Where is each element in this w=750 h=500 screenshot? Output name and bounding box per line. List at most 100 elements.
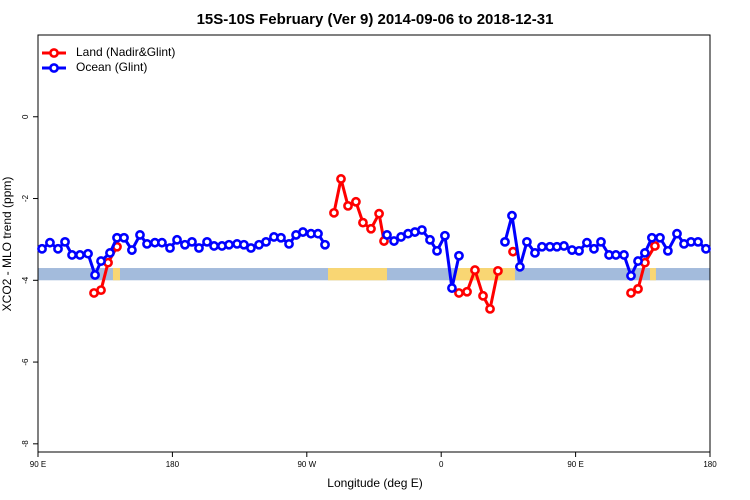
land-band bbox=[112, 268, 120, 281]
series-point bbox=[67, 250, 77, 260]
series-point bbox=[647, 232, 657, 243]
series-point bbox=[261, 236, 271, 247]
series-point bbox=[619, 250, 629, 260]
series-point bbox=[96, 256, 106, 266]
series-point bbox=[194, 243, 204, 253]
series-point bbox=[374, 208, 384, 219]
series-point bbox=[633, 256, 643, 266]
series-point bbox=[639, 248, 650, 258]
y-tick-label: -4 bbox=[21, 276, 30, 284]
x-tick-label: 90 E bbox=[30, 460, 46, 469]
series-point bbox=[298, 227, 308, 237]
series-point bbox=[246, 243, 256, 253]
series-point bbox=[45, 237, 55, 248]
series-point bbox=[165, 243, 175, 253]
series-point bbox=[559, 241, 569, 251]
series-point bbox=[417, 225, 427, 235]
x-tick-label: 90 W bbox=[297, 460, 316, 469]
series-point bbox=[537, 241, 547, 252]
series-point bbox=[329, 207, 339, 218]
series-point bbox=[662, 245, 673, 256]
legend-label: Ocean (Glint) bbox=[76, 60, 147, 74]
x-tick-label: 0 bbox=[439, 460, 444, 469]
series-point bbox=[142, 239, 152, 249]
series-point bbox=[478, 290, 488, 301]
series-point bbox=[53, 243, 63, 254]
series-point bbox=[693, 236, 703, 247]
series-point bbox=[447, 283, 457, 293]
series-point bbox=[284, 239, 294, 249]
legend-marker bbox=[49, 48, 59, 58]
series-point bbox=[432, 245, 442, 256]
series-point bbox=[493, 265, 503, 276]
series-point bbox=[313, 228, 323, 239]
series-point bbox=[596, 236, 606, 247]
series-point bbox=[500, 236, 510, 247]
series-point bbox=[508, 246, 518, 257]
series-point bbox=[454, 250, 464, 261]
series-point bbox=[276, 232, 286, 243]
y-tick-label: 0 bbox=[21, 114, 30, 119]
x-axis-label: Longitude (deg E) bbox=[327, 476, 422, 490]
series-point bbox=[425, 234, 435, 245]
legend-label: Land (Nadir&Glint) bbox=[76, 45, 175, 59]
series-point bbox=[320, 239, 330, 250]
legend-marker bbox=[49, 63, 59, 73]
series-point bbox=[75, 250, 85, 260]
series-point bbox=[626, 270, 636, 281]
series-point bbox=[649, 241, 660, 251]
y-tick-label: -2 bbox=[21, 194, 30, 202]
y-tick-label: -6 bbox=[21, 358, 30, 366]
series-point bbox=[351, 196, 361, 207]
series-point bbox=[485, 304, 495, 314]
series-point bbox=[127, 245, 137, 255]
series-point bbox=[336, 174, 346, 184]
series-point bbox=[611, 250, 621, 260]
series-point bbox=[366, 223, 376, 234]
series-point bbox=[382, 230, 392, 240]
x-tick-label: 90 E bbox=[567, 460, 583, 469]
series-point bbox=[202, 236, 212, 247]
series-point bbox=[60, 236, 70, 247]
series-point bbox=[83, 248, 93, 259]
chart-title: 15S-10S February (Ver 9) 2014-09-06 to 2… bbox=[197, 11, 554, 28]
legend: Land (Nadir&Glint)Ocean (Glint) bbox=[42, 45, 175, 74]
series-point bbox=[507, 210, 517, 221]
series-point bbox=[530, 248, 540, 258]
land-band bbox=[328, 268, 387, 281]
series-point bbox=[37, 243, 47, 254]
x-tick-label: 180 bbox=[703, 460, 717, 469]
series-point bbox=[454, 288, 464, 298]
land-band bbox=[649, 268, 656, 281]
series-point bbox=[633, 283, 643, 294]
series-point bbox=[96, 285, 106, 296]
series-point bbox=[119, 232, 129, 243]
series-point bbox=[224, 239, 234, 250]
series-point bbox=[589, 243, 599, 254]
series-line bbox=[503, 215, 707, 280]
series-point bbox=[701, 243, 711, 254]
plot-frame bbox=[37, 34, 711, 453]
series-point bbox=[90, 270, 100, 280]
series-point bbox=[135, 230, 145, 240]
series-point bbox=[440, 230, 450, 241]
series-point bbox=[655, 232, 665, 243]
series-point bbox=[358, 217, 368, 228]
y-tick-label: -8 bbox=[21, 440, 30, 448]
series-point bbox=[389, 236, 399, 246]
y-axis-label: XCO2 - MLO trend (ppm) bbox=[0, 177, 14, 312]
x-tick-label: 180 bbox=[166, 460, 180, 469]
series-point bbox=[672, 228, 682, 239]
series-point bbox=[522, 236, 532, 247]
series-point bbox=[514, 261, 525, 272]
series-point bbox=[105, 248, 115, 258]
series-point bbox=[172, 234, 182, 245]
series-point bbox=[209, 241, 219, 251]
land-band bbox=[454, 268, 515, 281]
series-point bbox=[470, 265, 480, 275]
series-point bbox=[157, 237, 167, 248]
series-point bbox=[626, 288, 636, 298]
series-point bbox=[187, 236, 197, 247]
